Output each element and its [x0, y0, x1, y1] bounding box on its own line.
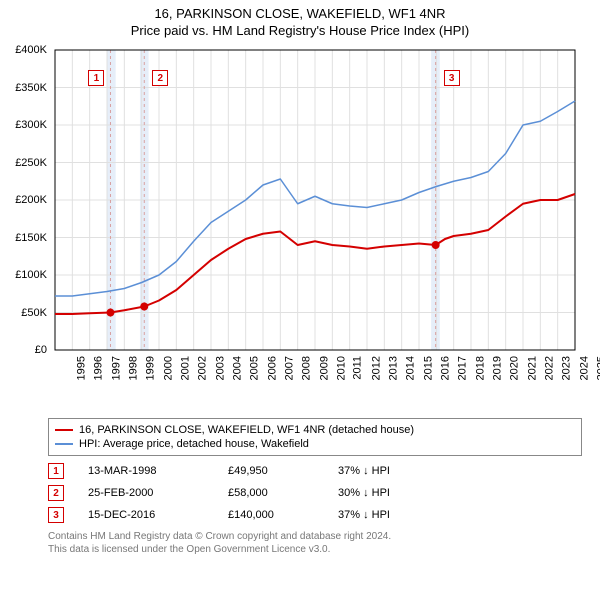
- marker-number-box: 2: [48, 485, 64, 501]
- y-axis-label: £350K: [2, 82, 47, 94]
- x-axis-label: 2001: [179, 356, 191, 380]
- legend-swatch: [55, 429, 73, 431]
- x-axis-label: 2010: [335, 356, 347, 380]
- chart-container: 16, PARKINSON CLOSE, WAKEFIELD, WF1 4NR …: [0, 0, 600, 556]
- x-axis-label: 1998: [127, 356, 139, 380]
- marker-row: 2 25-FEB-2000£58,00030% ↓ HPI: [48, 482, 582, 504]
- x-axis-label: 2021: [526, 356, 538, 380]
- x-axis-label: 2018: [474, 356, 486, 380]
- y-axis-label: £250K: [2, 157, 47, 169]
- x-axis-label: 2016: [439, 356, 451, 380]
- marker-date: 25-FEB-2000: [88, 487, 228, 499]
- chart-title: 16, PARKINSON CLOSE, WAKEFIELD, WF1 4NR: [0, 0, 600, 21]
- legend: 16, PARKINSON CLOSE, WAKEFIELD, WF1 4NR …: [48, 418, 582, 456]
- legend-row: HPI: Average price, detached house, Wake…: [55, 437, 575, 451]
- x-axis-label: 2004: [231, 356, 243, 380]
- x-axis-label: 2013: [387, 356, 399, 380]
- x-axis-label: 1997: [110, 356, 122, 380]
- x-axis-label: 2005: [249, 356, 261, 380]
- y-axis-label: £300K: [2, 119, 47, 131]
- marker-number-box: 3: [48, 507, 64, 523]
- marker-date: 13-MAR-1998: [88, 465, 228, 477]
- chart-marker: 3: [444, 70, 460, 86]
- legend-label: 16, PARKINSON CLOSE, WAKEFIELD, WF1 4NR …: [79, 424, 414, 436]
- footnote-line: This data is licensed under the Open Gov…: [48, 543, 582, 556]
- y-axis-label: £100K: [2, 269, 47, 281]
- footnote-line: Contains HM Land Registry data © Crown c…: [48, 530, 582, 543]
- marker-price: £58,000: [228, 487, 338, 499]
- x-axis-label: 2020: [509, 356, 521, 380]
- x-axis-label: 2015: [422, 356, 434, 380]
- marker-date: 15-DEC-2016: [88, 509, 228, 521]
- chart-subtitle: Price paid vs. HM Land Registry's House …: [0, 21, 600, 42]
- x-axis-label: 2007: [283, 356, 295, 380]
- x-axis-label: 2019: [491, 356, 503, 380]
- marker-number-box: 1: [48, 463, 64, 479]
- y-axis-label: £200K: [2, 194, 47, 206]
- x-axis-label: 2006: [266, 356, 278, 380]
- x-axis-label: 2017: [457, 356, 469, 380]
- x-axis-label: 2009: [318, 356, 330, 380]
- x-axis-label: 2025: [595, 356, 600, 380]
- chart-area: £0 £50K £100K £150K £200K £250K £300K £350K £400…: [5, 42, 595, 412]
- y-axis-label: £150K: [2, 232, 47, 244]
- marker-pct: 30% ↓ HPI: [338, 487, 458, 499]
- x-axis-label: 2012: [370, 356, 382, 380]
- x-axis-label: 2002: [197, 356, 209, 380]
- marker-table: 113-MAR-1998£49,95037% ↓ HPI225-FEB-2000…: [48, 460, 582, 526]
- x-axis-label: 1995: [75, 356, 87, 380]
- x-axis-label: 1996: [93, 356, 105, 380]
- legend-label: HPI: Average price, detached house, Wake…: [79, 438, 309, 450]
- chart-marker: 1: [88, 70, 104, 86]
- marker-price: £49,950: [228, 465, 338, 477]
- marker-pct: 37% ↓ HPI: [338, 509, 458, 521]
- footnote: Contains HM Land Registry data © Crown c…: [48, 530, 582, 556]
- y-axis-label: £400K: [2, 44, 47, 56]
- chart-marker: 2: [152, 70, 168, 86]
- legend-row: 16, PARKINSON CLOSE, WAKEFIELD, WF1 4NR …: [55, 423, 575, 437]
- x-axis-label: 2003: [214, 356, 226, 380]
- marker-pct: 37% ↓ HPI: [338, 465, 458, 477]
- y-axis-label: £50K: [2, 307, 47, 319]
- x-axis-label: 2024: [578, 356, 590, 380]
- legend-swatch: [55, 443, 73, 445]
- marker-row: 3 15-DEC-2016£140,00037% ↓ HPI: [48, 504, 582, 526]
- x-axis-label: 2022: [543, 356, 555, 380]
- x-axis-label: 2008: [301, 356, 313, 380]
- y-axis-label: £0: [2, 344, 47, 356]
- x-axis-label: 2014: [405, 356, 417, 380]
- x-axis-label: 2023: [561, 356, 573, 380]
- x-axis-label: 1999: [145, 356, 157, 380]
- marker-row: 1 13-MAR-1998£49,95037% ↓ HPI: [48, 460, 582, 482]
- x-axis-label: 2011: [352, 356, 364, 380]
- marker-price: £140,000: [228, 509, 338, 521]
- x-axis-label: 2000: [162, 356, 174, 380]
